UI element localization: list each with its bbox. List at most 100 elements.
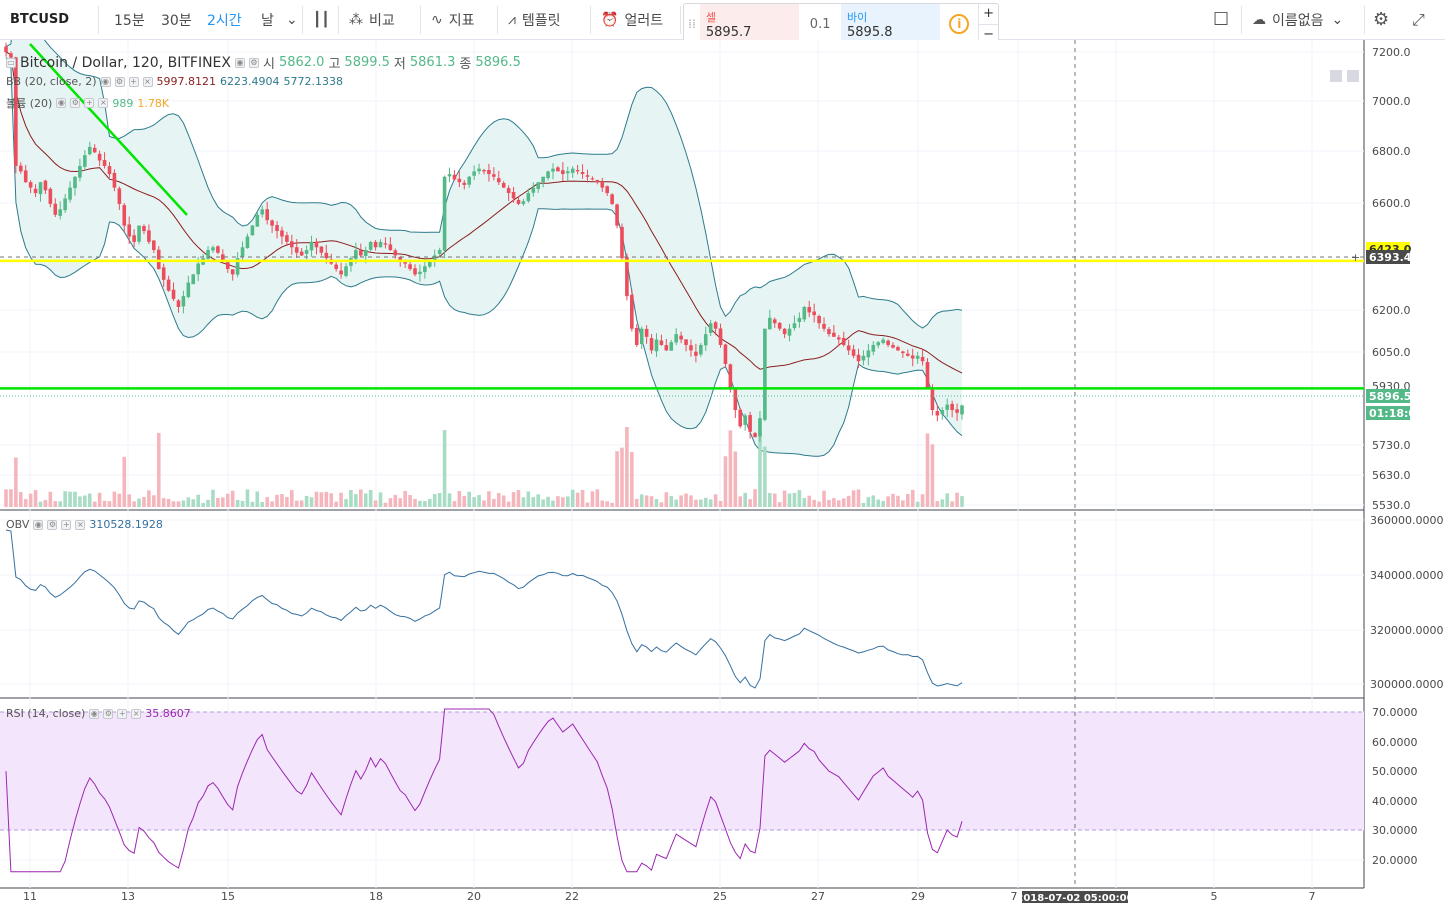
eye-icon[interactable]: ◉ <box>100 76 111 87</box>
eye-icon[interactable]: ◉ <box>234 57 245 68</box>
obv-tick-label: 300000.0000 <box>1370 678 1443 691</box>
close-icon[interactable]: × <box>75 519 86 530</box>
candle-body <box>9 53 13 58</box>
volume-bar <box>940 499 945 507</box>
settings-button[interactable]: ⚙ <box>1373 0 1395 39</box>
candle <box>659 334 664 346</box>
symbol-search[interactable]: BTCUSD <box>10 12 70 27</box>
candle <box>275 221 279 239</box>
volume-bar <box>398 498 403 507</box>
templates-button[interactable]: ⩘ 템플릿 <box>508 0 561 39</box>
candle-body <box>324 252 329 259</box>
candle-body <box>280 230 284 237</box>
volume-bar <box>147 490 151 507</box>
settings-small-icon[interactable]: ⚙ <box>70 98 81 108</box>
volume-bar <box>216 498 220 507</box>
candle <box>915 351 920 364</box>
candle-body <box>738 409 743 427</box>
candle <box>211 245 215 253</box>
volume-bar <box>797 490 802 507</box>
interval-day[interactable]: 날 <box>261 12 274 29</box>
candle-body <box>142 226 146 232</box>
volume-bar <box>758 426 762 507</box>
volume-ma-value: 1.78K <box>137 96 170 110</box>
settings-small-icon[interactable]: ⚙ <box>47 519 58 530</box>
eye-icon[interactable]: ◉ <box>89 708 100 719</box>
eye-icon[interactable]: ◉ <box>33 519 44 530</box>
candle <box>127 216 131 244</box>
candle <box>634 324 639 348</box>
volume-bar <box>201 502 205 507</box>
chart-canvas[interactable]: 7200.07000.06800.06600.06423.06200.06050… <box>0 40 1445 903</box>
candle <box>250 224 255 236</box>
buy-button[interactable]: 바이 5895.8 <box>841 4 941 44</box>
candle-body <box>797 317 802 323</box>
candle <box>772 317 777 328</box>
add-icon[interactable]: + <box>117 708 128 719</box>
candle-body <box>161 267 166 280</box>
layout-name-button[interactable]: ☁ 이름없음 ⌄ <box>1252 0 1343 39</box>
candle-type-button[interactable]: ┃┃ <box>313 0 336 39</box>
candle <box>807 300 812 318</box>
candle-body <box>792 323 797 329</box>
candle-body <box>53 203 58 215</box>
high-label: 고 <box>328 57 341 72</box>
volume-bar <box>43 500 48 507</box>
candle-body <box>132 235 136 242</box>
fullscreen-box-button[interactable]: ☐ <box>1213 0 1235 39</box>
volume-bar <box>935 501 940 507</box>
volume-bar <box>901 500 905 507</box>
candle-body <box>536 182 541 189</box>
eye-icon[interactable]: ◉ <box>56 98 67 108</box>
expand-icon: ⤢ <box>1412 9 1425 29</box>
candle <box>925 358 930 389</box>
volume-bar <box>87 493 92 507</box>
volume-bar <box>925 433 930 507</box>
close-icon[interactable]: × <box>98 98 109 108</box>
settings-small-icon[interactable]: ⚙ <box>103 708 114 719</box>
indicators-button[interactable]: ∿ 지표 <box>431 0 475 39</box>
info-button[interactable]: i <box>940 4 978 44</box>
add-icon[interactable]: + <box>128 76 139 87</box>
interval-dropdown-chevron-icon[interactable]: ⌄ <box>286 11 298 28</box>
candle <box>4 42 8 57</box>
volume-bar <box>171 501 176 507</box>
add-icon[interactable]: + <box>84 98 95 108</box>
volume-bar <box>142 496 146 507</box>
candle-body <box>541 176 545 183</box>
drag-handle-icon[interactable]: ⁞⁞ <box>688 17 696 31</box>
volume-legend: 볼륨 (20) ◉ ⚙ + × 989 1.78K <box>6 95 169 111</box>
interval-15m[interactable]: 15분 <box>114 12 145 29</box>
price-tick-label: 6050.0 <box>1372 346 1411 359</box>
quantity-plus-button[interactable]: + <box>983 6 995 22</box>
candle-body <box>196 263 200 275</box>
volume-bar <box>58 501 63 507</box>
settings-small-icon[interactable]: ⚙ <box>248 57 259 68</box>
compare-button[interactable]: ⁂ 비교 <box>349 0 395 39</box>
candle-body <box>945 404 950 410</box>
close-icon[interactable]: × <box>131 708 142 719</box>
sell-button[interactable]: 셀 5895.7 <box>699 4 800 44</box>
candle-body <box>216 246 220 253</box>
volume-bar <box>482 500 486 507</box>
interval-30m[interactable]: 30분 <box>161 12 192 29</box>
candle <box>383 237 388 249</box>
fullscreen-button[interactable]: ⤢ <box>1412 0 1431 39</box>
volume-bar <box>896 495 900 507</box>
candle <box>516 196 521 206</box>
candle-body <box>654 339 659 352</box>
alerts-button[interactable]: ⏰ 얼러트 <box>601 0 663 39</box>
volume-bar <box>634 498 639 507</box>
add-icon[interactable]: + <box>61 519 72 530</box>
candle-body <box>290 241 294 248</box>
candle <box>58 201 63 220</box>
candle <box>339 262 343 279</box>
collapse-icon[interactable]: ▭ <box>6 57 16 68</box>
settings-small-icon[interactable]: ⚙ <box>114 76 125 87</box>
close-icon[interactable]: × <box>142 76 153 87</box>
candle <box>561 162 565 181</box>
interval-2h[interactable]: 2시간 <box>207 12 242 29</box>
volume-bar <box>561 497 565 507</box>
quantity-minus-button[interactable]: − <box>979 23 998 45</box>
candle <box>418 264 422 282</box>
